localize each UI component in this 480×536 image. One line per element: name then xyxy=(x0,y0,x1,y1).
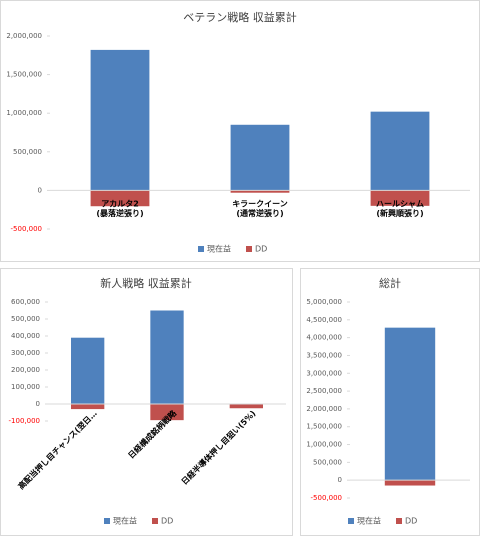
y-tick-label: 100,000 xyxy=(11,383,40,391)
y-tick-label: 2,500,000 xyxy=(306,387,342,395)
x-tick-label: キラークイーン(通常逆張り) xyxy=(232,198,288,218)
y-tick-label: -500,000 xyxy=(11,225,42,233)
panel xyxy=(0,268,293,536)
bar xyxy=(384,480,436,486)
y-tick-label: 1,500,000 xyxy=(6,71,42,79)
y-tick-label: 3,500,000 xyxy=(306,351,342,359)
legend-label: DD xyxy=(405,517,417,526)
legend-label: DD xyxy=(255,245,267,254)
y-tick-label: -500,000 xyxy=(311,494,342,502)
y-tick-label: 4,000,000 xyxy=(306,334,342,342)
legend-swatch xyxy=(396,518,402,524)
bar xyxy=(71,337,105,404)
y-tick-label: 1,500,000 xyxy=(306,423,342,431)
bar xyxy=(229,404,263,409)
legend-swatch xyxy=(246,246,252,252)
legend-label: 現在益 xyxy=(357,516,381,526)
chart-title: 新人戦略 収益累計 xyxy=(100,276,192,290)
chart-title: ベテラン戦略 収益累計 xyxy=(183,10,297,24)
bar xyxy=(230,190,290,193)
x-tick-label: ハールシャム(新興順張り) xyxy=(376,199,424,218)
legend-label: DD xyxy=(161,517,173,526)
legend-swatch xyxy=(348,518,354,524)
bar xyxy=(370,111,430,191)
bar xyxy=(150,310,184,404)
y-tick-label: 2,000,000 xyxy=(6,32,42,40)
y-tick-label: 0 xyxy=(36,400,40,408)
bar xyxy=(90,49,150,191)
y-tick-label: 5,000,000 xyxy=(306,298,342,306)
y-tick-label: 2,000,000 xyxy=(306,405,342,413)
bar xyxy=(230,124,290,191)
legend-label: 現在益 xyxy=(113,516,137,526)
y-tick-label: 4,500,000 xyxy=(306,316,342,324)
y-tick-label: 400,000 xyxy=(11,332,40,340)
bar xyxy=(71,404,105,410)
y-tick-label: 3,000,000 xyxy=(306,369,342,377)
chart-title: 総計 xyxy=(379,276,401,290)
y-tick-label: 0 xyxy=(338,476,342,484)
legend-label: 現在益 xyxy=(207,244,231,254)
x-tick-label: アカルタ2 (暴落逆張り) xyxy=(96,198,143,218)
y-tick-label: 500,000 xyxy=(313,458,342,466)
legend-swatch xyxy=(198,246,204,252)
y-tick-label: 200,000 xyxy=(11,366,40,374)
bar xyxy=(90,190,150,207)
y-tick-label: 500,000 xyxy=(11,315,40,323)
bar xyxy=(150,404,184,421)
y-tick-label: 300,000 xyxy=(11,349,40,357)
y-tick-label: 1,000,000 xyxy=(6,109,42,117)
y-tick-label: 1,000,000 xyxy=(306,441,342,449)
y-tick-label: -100,000 xyxy=(9,417,40,425)
legend-swatch xyxy=(152,518,158,524)
legend-swatch xyxy=(104,518,110,524)
y-tick-label: 0 xyxy=(38,186,42,194)
bar xyxy=(384,327,436,481)
y-tick-label: 600,000 xyxy=(11,298,40,306)
y-tick-label: 500,000 xyxy=(13,148,42,156)
bar xyxy=(370,190,430,206)
